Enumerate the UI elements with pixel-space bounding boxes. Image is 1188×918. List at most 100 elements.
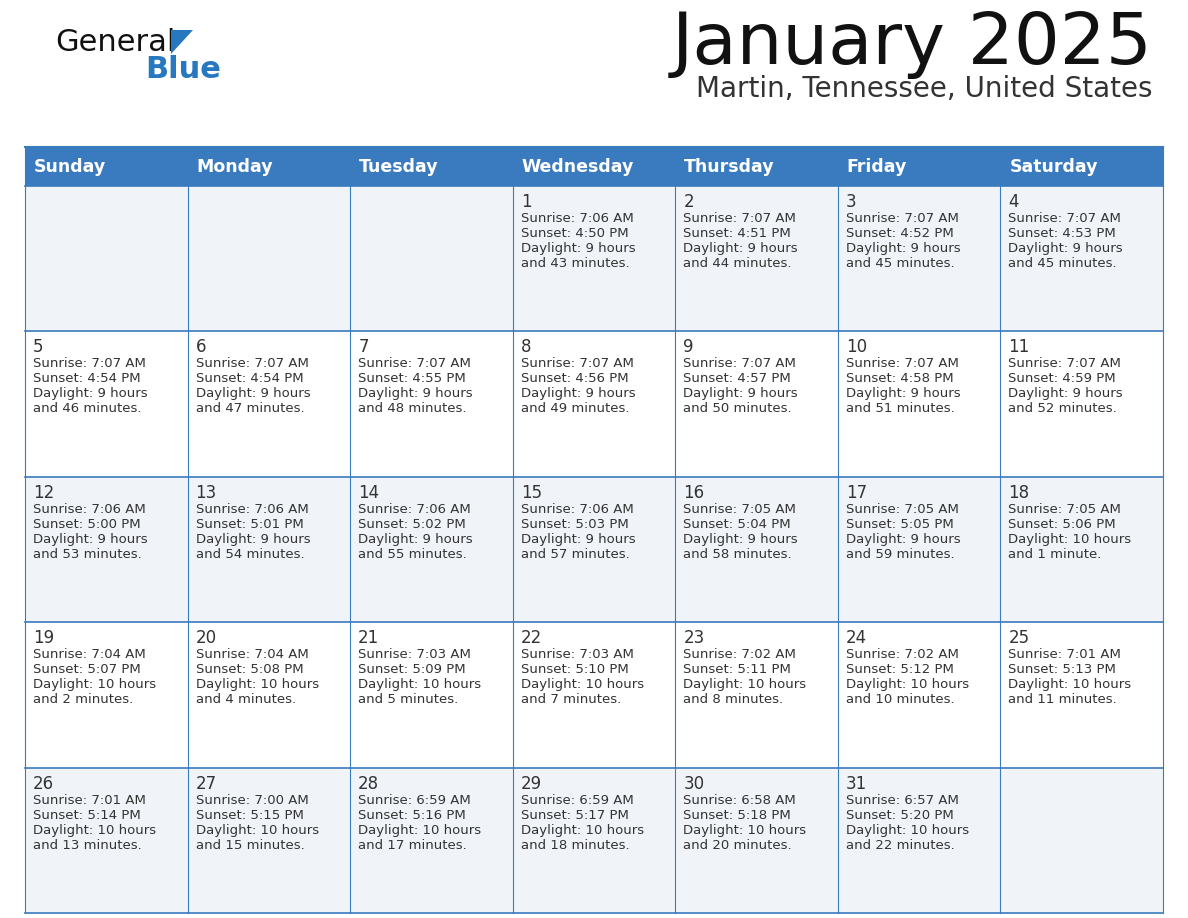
Text: Daylight: 9 hours: Daylight: 9 hours — [358, 387, 473, 400]
Text: 17: 17 — [846, 484, 867, 502]
Text: Sunset: 4:57 PM: Sunset: 4:57 PM — [683, 373, 791, 386]
Text: and 51 minutes.: and 51 minutes. — [846, 402, 955, 416]
Text: and 4 minutes.: and 4 minutes. — [196, 693, 296, 706]
Text: Daylight: 9 hours: Daylight: 9 hours — [520, 532, 636, 546]
Text: Daylight: 9 hours: Daylight: 9 hours — [196, 387, 310, 400]
Text: Friday: Friday — [847, 158, 908, 176]
Text: and 45 minutes.: and 45 minutes. — [846, 257, 954, 270]
Polygon shape — [171, 30, 192, 54]
Text: Daylight: 9 hours: Daylight: 9 hours — [846, 242, 960, 255]
Bar — [25, 622, 1163, 767]
Text: Daylight: 10 hours: Daylight: 10 hours — [1009, 678, 1131, 691]
Text: Sunrise: 7:02 AM: Sunrise: 7:02 AM — [846, 648, 959, 661]
Text: Martin, Tennessee, United States: Martin, Tennessee, United States — [696, 75, 1154, 103]
Text: Sunset: 5:16 PM: Sunset: 5:16 PM — [358, 809, 466, 822]
Bar — [25, 331, 1163, 476]
Text: and 55 minutes.: and 55 minutes. — [358, 548, 467, 561]
Text: and 58 minutes.: and 58 minutes. — [683, 548, 792, 561]
Text: Daylight: 10 hours: Daylight: 10 hours — [33, 823, 156, 836]
Text: and 5 minutes.: and 5 minutes. — [358, 693, 459, 706]
Text: Sunset: 4:56 PM: Sunset: 4:56 PM — [520, 373, 628, 386]
Text: Sunrise: 7:03 AM: Sunrise: 7:03 AM — [358, 648, 470, 661]
Text: Sunset: 4:53 PM: Sunset: 4:53 PM — [1009, 227, 1117, 240]
Text: 31: 31 — [846, 775, 867, 792]
Text: Sunset: 5:04 PM: Sunset: 5:04 PM — [683, 518, 791, 531]
Text: Blue: Blue — [145, 55, 221, 84]
Text: and 50 minutes.: and 50 minutes. — [683, 402, 792, 416]
Text: Sunrise: 7:06 AM: Sunrise: 7:06 AM — [196, 503, 309, 516]
Text: 5: 5 — [33, 339, 44, 356]
Text: and 45 minutes.: and 45 minutes. — [1009, 257, 1117, 270]
Bar — [25, 186, 1163, 331]
Text: Sunrise: 7:07 AM: Sunrise: 7:07 AM — [1009, 212, 1121, 225]
Text: 6: 6 — [196, 339, 206, 356]
Text: Sunset: 5:18 PM: Sunset: 5:18 PM — [683, 809, 791, 822]
Text: Daylight: 10 hours: Daylight: 10 hours — [196, 823, 318, 836]
Text: Wednesday: Wednesday — [522, 158, 634, 176]
Text: Daylight: 10 hours: Daylight: 10 hours — [1009, 532, 1131, 546]
Text: Sunset: 5:09 PM: Sunset: 5:09 PM — [358, 663, 466, 677]
Text: and 8 minutes.: and 8 minutes. — [683, 693, 783, 706]
Text: Sunrise: 7:07 AM: Sunrise: 7:07 AM — [846, 212, 959, 225]
Text: and 7 minutes.: and 7 minutes. — [520, 693, 621, 706]
Text: Sunset: 4:51 PM: Sunset: 4:51 PM — [683, 227, 791, 240]
Text: 13: 13 — [196, 484, 217, 502]
Text: Sunset: 4:50 PM: Sunset: 4:50 PM — [520, 227, 628, 240]
Text: 11: 11 — [1009, 339, 1030, 356]
Text: Sunset: 4:54 PM: Sunset: 4:54 PM — [196, 373, 303, 386]
Text: Sunset: 5:17 PM: Sunset: 5:17 PM — [520, 809, 628, 822]
Text: Daylight: 9 hours: Daylight: 9 hours — [683, 387, 798, 400]
Text: Daylight: 9 hours: Daylight: 9 hours — [196, 532, 310, 546]
Text: Sunset: 5:05 PM: Sunset: 5:05 PM — [846, 518, 954, 531]
Text: Daylight: 10 hours: Daylight: 10 hours — [520, 823, 644, 836]
Text: and 13 minutes.: and 13 minutes. — [33, 839, 141, 852]
Text: Daylight: 9 hours: Daylight: 9 hours — [520, 387, 636, 400]
Text: and 52 minutes.: and 52 minutes. — [1009, 402, 1117, 416]
Text: Sunrise: 7:06 AM: Sunrise: 7:06 AM — [520, 503, 633, 516]
Text: Daylight: 9 hours: Daylight: 9 hours — [846, 532, 960, 546]
Text: 20: 20 — [196, 629, 216, 647]
Text: Sunday: Sunday — [34, 158, 106, 176]
Text: Sunset: 5:02 PM: Sunset: 5:02 PM — [358, 518, 466, 531]
Text: Sunset: 4:59 PM: Sunset: 4:59 PM — [1009, 373, 1116, 386]
Text: Daylight: 9 hours: Daylight: 9 hours — [358, 532, 473, 546]
Text: and 44 minutes.: and 44 minutes. — [683, 257, 791, 270]
Text: Sunrise: 7:07 AM: Sunrise: 7:07 AM — [358, 357, 470, 370]
Text: 2: 2 — [683, 193, 694, 211]
Text: 21: 21 — [358, 629, 379, 647]
Text: and 59 minutes.: and 59 minutes. — [846, 548, 954, 561]
Text: Sunset: 4:58 PM: Sunset: 4:58 PM — [846, 373, 954, 386]
Text: 9: 9 — [683, 339, 694, 356]
Text: Sunrise: 7:07 AM: Sunrise: 7:07 AM — [846, 357, 959, 370]
Text: 8: 8 — [520, 339, 531, 356]
Text: Daylight: 9 hours: Daylight: 9 hours — [683, 242, 798, 255]
Text: 15: 15 — [520, 484, 542, 502]
Text: and 48 minutes.: and 48 minutes. — [358, 402, 467, 416]
Text: Sunrise: 7:07 AM: Sunrise: 7:07 AM — [683, 212, 796, 225]
Text: Sunset: 4:52 PM: Sunset: 4:52 PM — [846, 227, 954, 240]
Text: 26: 26 — [33, 775, 55, 792]
Text: 25: 25 — [1009, 629, 1030, 647]
Text: Daylight: 10 hours: Daylight: 10 hours — [358, 823, 481, 836]
Text: Thursday: Thursday — [684, 158, 775, 176]
Text: Sunrise: 7:04 AM: Sunrise: 7:04 AM — [33, 648, 146, 661]
Text: Sunset: 5:15 PM: Sunset: 5:15 PM — [196, 809, 303, 822]
Text: Sunset: 5:08 PM: Sunset: 5:08 PM — [196, 663, 303, 677]
Text: and 57 minutes.: and 57 minutes. — [520, 548, 630, 561]
Text: and 17 minutes.: and 17 minutes. — [358, 839, 467, 852]
Text: Sunset: 5:01 PM: Sunset: 5:01 PM — [196, 518, 303, 531]
Text: and 15 minutes.: and 15 minutes. — [196, 839, 304, 852]
Text: Daylight: 9 hours: Daylight: 9 hours — [520, 242, 636, 255]
Text: 27: 27 — [196, 775, 216, 792]
Text: Daylight: 9 hours: Daylight: 9 hours — [33, 387, 147, 400]
Text: Sunrise: 7:07 AM: Sunrise: 7:07 AM — [196, 357, 309, 370]
Text: Sunrise: 7:00 AM: Sunrise: 7:00 AM — [196, 793, 309, 807]
Text: Sunrise: 7:05 AM: Sunrise: 7:05 AM — [1009, 503, 1121, 516]
Text: Daylight: 10 hours: Daylight: 10 hours — [683, 678, 807, 691]
Text: Monday: Monday — [196, 158, 273, 176]
Text: 19: 19 — [33, 629, 55, 647]
Text: Sunset: 5:07 PM: Sunset: 5:07 PM — [33, 663, 140, 677]
Text: and 47 minutes.: and 47 minutes. — [196, 402, 304, 416]
Text: Sunrise: 7:04 AM: Sunrise: 7:04 AM — [196, 648, 309, 661]
Text: 14: 14 — [358, 484, 379, 502]
